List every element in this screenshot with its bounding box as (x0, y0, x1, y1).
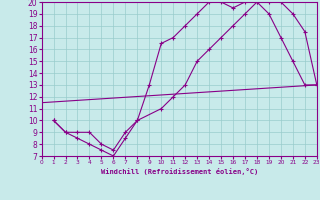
X-axis label: Windchill (Refroidissement éolien,°C): Windchill (Refroidissement éolien,°C) (100, 168, 258, 175)
